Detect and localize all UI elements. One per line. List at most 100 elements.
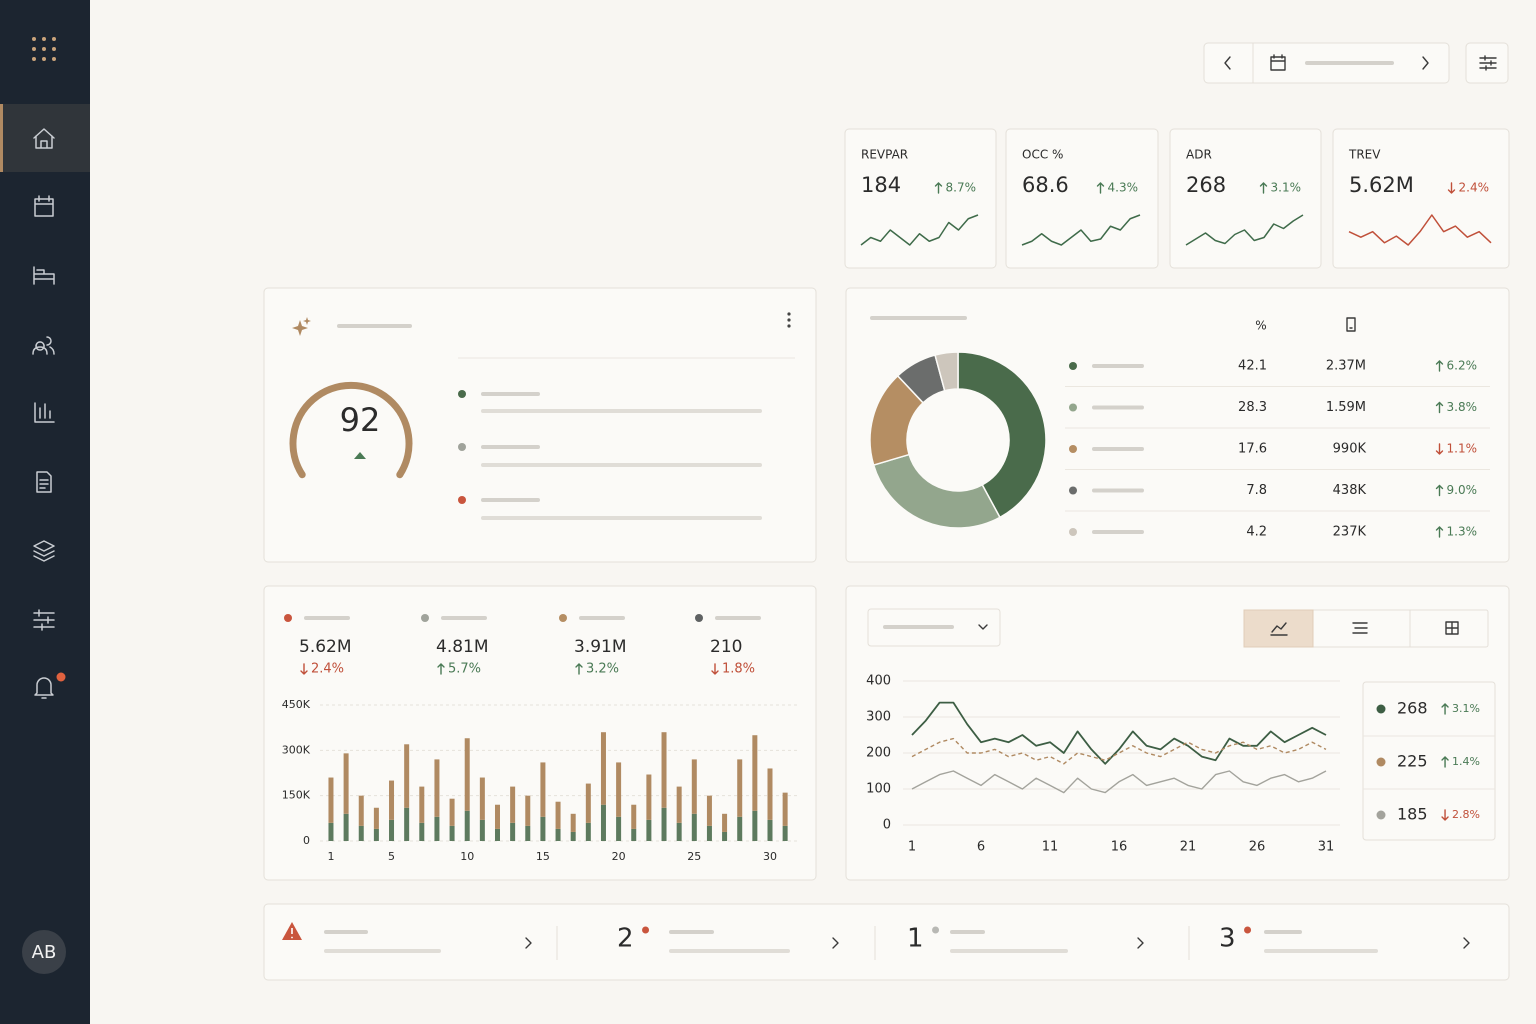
trend-arrow xyxy=(1441,809,1449,821)
trend-arrow xyxy=(934,182,943,194)
change-label: 1.1% xyxy=(1447,442,1478,456)
legend-value: 225 xyxy=(1397,752,1428,771)
row-dot xyxy=(1069,445,1077,453)
guests-icon[interactable] xyxy=(32,336,55,355)
change-label: 1.8% xyxy=(722,662,755,677)
bar-segment xyxy=(676,822,682,841)
legend-dot xyxy=(458,390,466,398)
x-tick-label: 11 xyxy=(1042,840,1059,855)
legend-dot xyxy=(1376,704,1386,714)
bar-segment xyxy=(419,786,425,823)
notification-dot xyxy=(56,672,66,682)
bar-segment xyxy=(343,753,349,814)
bar-segment xyxy=(752,810,758,841)
bed-icon[interactable] xyxy=(33,266,55,285)
bar-segment xyxy=(555,828,561,841)
row-pct: 4.2 xyxy=(1246,525,1267,540)
next-button[interactable] xyxy=(1422,56,1429,70)
change-label: 3.8% xyxy=(1447,400,1478,414)
x-tick-label: 1 xyxy=(908,840,916,855)
change-label: 6.2% xyxy=(1447,359,1478,373)
kpi-card xyxy=(1169,128,1322,269)
metric-value: 4.81M xyxy=(436,637,489,657)
sparkle-icon xyxy=(292,317,311,336)
change-label: 4.3% xyxy=(1108,181,1139,195)
bar-segment xyxy=(464,738,470,811)
bar-segment xyxy=(782,825,788,841)
row-revenue: 237K xyxy=(1333,525,1367,540)
alert-count: 1 xyxy=(907,924,924,954)
chevron[interactable] xyxy=(1137,937,1144,949)
prev-button[interactable] xyxy=(1224,56,1231,70)
bar-segment xyxy=(585,783,591,823)
more-menu[interactable] xyxy=(787,312,791,328)
bar-segment xyxy=(449,825,455,841)
change-label: 3.2% xyxy=(586,662,619,677)
avatar[interactable] xyxy=(22,930,66,974)
line-card xyxy=(845,585,1510,881)
bar-segment xyxy=(479,777,485,820)
legend-value: 268 xyxy=(1397,699,1428,718)
gauge-arc xyxy=(289,381,413,479)
bar-segment xyxy=(358,825,364,841)
y-tick-label: 100 xyxy=(866,782,891,797)
alerts-card xyxy=(263,903,1510,981)
kpi-label: TREV xyxy=(1348,148,1381,162)
sparkline xyxy=(1348,214,1492,246)
bar-segment xyxy=(752,735,758,811)
bar-segment xyxy=(419,822,425,841)
bar-segment xyxy=(646,819,652,841)
warning-mark xyxy=(291,936,293,939)
chevron[interactable] xyxy=(832,937,839,949)
series-line xyxy=(911,770,1327,794)
nav-active[interactable] xyxy=(0,104,90,172)
row-revenue: 2.37M xyxy=(1326,359,1366,374)
chevron[interactable] xyxy=(1463,937,1470,949)
bar-segment xyxy=(464,810,470,841)
y-tick-label: 400 xyxy=(866,674,891,689)
x-tick-label: 20 xyxy=(612,850,626,863)
sparkline xyxy=(1021,214,1141,246)
chevron[interactable] xyxy=(525,937,532,949)
bar-segment xyxy=(631,828,637,841)
settings-icon[interactable] xyxy=(33,609,55,631)
trend-arrow xyxy=(1259,182,1268,194)
bar-segment xyxy=(767,819,773,841)
document-icon[interactable] xyxy=(36,471,52,493)
row-dot xyxy=(1069,528,1077,536)
toggle-line-active[interactable] xyxy=(1243,609,1314,648)
bar-segment xyxy=(616,816,622,841)
series-line xyxy=(911,701,1327,765)
home-icon[interactable] xyxy=(33,128,55,149)
alert-count: 2 xyxy=(617,924,634,954)
calendar-icon[interactable] xyxy=(34,195,54,217)
bar-segment xyxy=(389,819,395,841)
bell-icon[interactable] xyxy=(34,677,54,699)
metric-value: 3.91M xyxy=(574,637,627,657)
change-label: 2.4% xyxy=(1459,181,1490,195)
bar-segment xyxy=(434,759,440,817)
kpi-label: ADR xyxy=(1186,148,1212,162)
bar-segment xyxy=(570,813,576,832)
trend-arrow xyxy=(1435,360,1444,372)
reports-icon[interactable] xyxy=(34,402,55,423)
app-grid-icon[interactable] xyxy=(32,37,56,61)
bar-segment xyxy=(449,798,455,826)
layers-icon[interactable] xyxy=(33,540,55,562)
line-view-icon xyxy=(1270,622,1288,636)
bar-segment xyxy=(328,777,334,823)
change-label: 1.3% xyxy=(1447,525,1478,539)
kpi-card xyxy=(1332,128,1510,269)
device-icon xyxy=(1346,317,1356,332)
alert-count: 3 xyxy=(1219,924,1236,954)
trend-arrow xyxy=(1441,703,1449,715)
change-label: 1.4% xyxy=(1452,755,1480,768)
bar-segment xyxy=(328,822,334,841)
bar-segment xyxy=(434,816,440,841)
bar-segment xyxy=(494,804,500,829)
row-pct: 17.6 xyxy=(1238,442,1267,457)
trend-arrow xyxy=(1435,443,1444,455)
sparkline xyxy=(1185,214,1304,246)
row-dot xyxy=(1069,362,1077,370)
